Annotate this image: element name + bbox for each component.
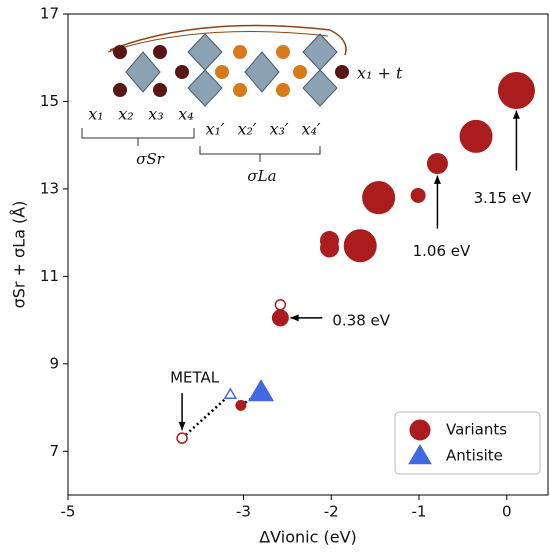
y-tick-label: 15 <box>40 92 59 110</box>
site-label: x₂′ <box>237 120 256 139</box>
atom <box>276 45 290 59</box>
circle-point <box>362 181 396 215</box>
y-tick-label: 9 <box>49 354 59 372</box>
atom <box>233 83 247 97</box>
x-axis-label: ΔVionic (eV) <box>259 528 357 547</box>
atom <box>215 65 229 79</box>
circle-point <box>410 187 426 203</box>
inset-structure <box>81 24 349 162</box>
y-tick-label: 7 <box>49 442 59 460</box>
octahedron <box>125 51 161 93</box>
octahedron <box>187 69 223 107</box>
annotation: METAL <box>170 369 220 387</box>
site-label: x₄ <box>178 105 193 124</box>
group-label: σSr <box>136 150 165 168</box>
site-label: x₁ <box>88 105 103 124</box>
legend: Variants Antisite <box>394 411 541 475</box>
y-tick-label: 13 <box>40 179 59 197</box>
site-label: x₄′ <box>301 120 320 139</box>
y-tick-label: 11 <box>40 267 59 285</box>
arrow-head <box>433 175 441 184</box>
circle-point <box>271 309 289 327</box>
shift-arrow <box>107 31 329 53</box>
annotation: 1.06 eV <box>413 242 471 260</box>
y-tick-label: 17 <box>40 5 59 23</box>
circle-point <box>426 153 448 175</box>
octahedron <box>302 33 338 71</box>
x-tick-label: 0 <box>502 503 512 521</box>
arrow-head <box>178 421 186 431</box>
circle-point <box>176 432 188 444</box>
triangle-point <box>248 379 275 402</box>
triangle-point <box>223 387 238 400</box>
atom <box>293 65 307 79</box>
site-label: x₃′ <box>269 120 288 139</box>
annotation: 3.15 eV <box>474 189 532 207</box>
circle-point <box>497 72 535 110</box>
atom <box>175 65 189 79</box>
annotation: 0.38 eV <box>332 311 390 329</box>
legend-label: Antisite <box>446 447 503 465</box>
circle-point <box>343 229 377 263</box>
x-tick-label: -5 <box>61 503 76 521</box>
arrow-head <box>290 314 299 322</box>
atom <box>113 45 127 59</box>
legend-label: Variants <box>446 421 507 439</box>
arrow-head <box>512 110 520 119</box>
circle-point <box>274 299 287 311</box>
circle-point <box>459 119 493 153</box>
x-tick-label: -1 <box>412 503 427 521</box>
dotted-link <box>181 393 232 440</box>
group-label: σLa <box>247 167 276 185</box>
triangle-point <box>408 444 432 465</box>
atom <box>335 65 349 79</box>
atom <box>276 83 290 97</box>
octahedron <box>187 33 223 71</box>
site-label: x₂ <box>118 105 133 124</box>
y-axis-label: σSr + σLa (Å) <box>10 201 29 309</box>
shift-label: x₁ + t <box>357 64 403 83</box>
circle-point <box>235 399 247 411</box>
x-tick-label: -2 <box>324 503 339 521</box>
atom <box>233 45 247 59</box>
plot-frame <box>67 13 549 496</box>
circle-point <box>319 238 339 258</box>
brace <box>81 128 195 146</box>
x-tick-label: -3 <box>236 503 251 521</box>
legend-box <box>394 411 541 475</box>
circle-point <box>409 419 431 441</box>
shift-arrow <box>109 24 347 56</box>
atom <box>153 83 167 97</box>
atom <box>113 83 127 97</box>
atom <box>153 45 167 59</box>
site-label: x₃ <box>148 105 163 124</box>
octahedron <box>244 51 280 93</box>
octahedron <box>302 69 338 107</box>
brace <box>199 146 321 162</box>
site-label: x₁′ <box>205 120 224 139</box>
